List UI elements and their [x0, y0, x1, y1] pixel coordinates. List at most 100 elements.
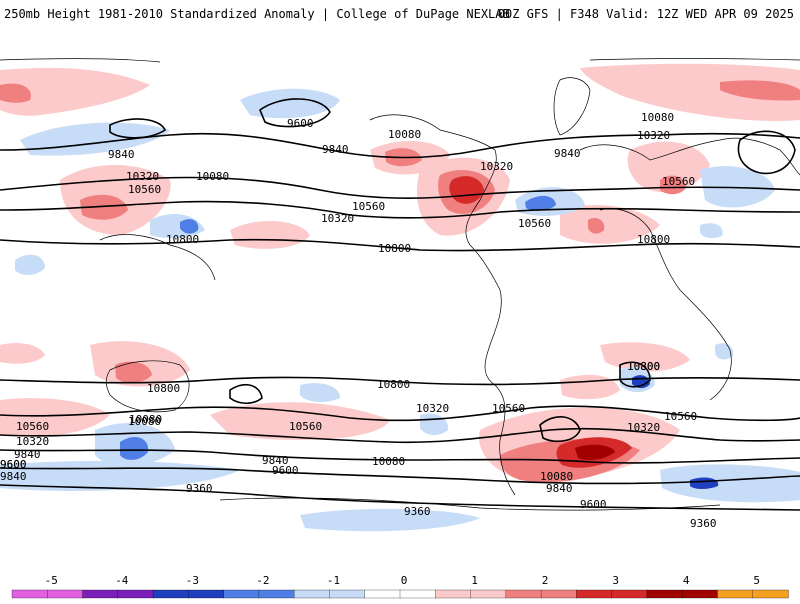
colorbar-swatch — [258, 589, 295, 599]
model-run-info: 00Z GFS | F348 Valid: 12Z WED APR 09 202… — [497, 7, 794, 21]
coastline — [0, 58, 161, 63]
anomaly-region — [20, 122, 170, 156]
contour-label: 10560 — [289, 420, 322, 433]
colorbar-swatch — [294, 589, 331, 599]
contour-label: 10800 — [166, 233, 199, 246]
height-contour — [0, 376, 800, 386]
anomaly-region — [690, 477, 719, 489]
contour-label: 10320 — [321, 212, 354, 225]
contour-label: 9840 — [546, 482, 573, 495]
coastline — [369, 114, 516, 496]
colorbar-swatch — [470, 589, 507, 599]
contour-label: 10800 — [627, 360, 660, 373]
contour-label: 9600 — [272, 464, 299, 477]
contour-label: 10080 — [128, 415, 161, 428]
colorbar-tick-labels: -5 -4 -3 -2 -1 0 1 2 3 4 5 — [45, 574, 760, 587]
contour-label: 10560 — [662, 175, 695, 188]
anomaly-region — [15, 254, 45, 275]
height-contour — [0, 176, 800, 200]
height-contour — [619, 361, 651, 388]
colorbar-swatch — [11, 589, 48, 599]
contour-label: 10080 — [540, 470, 573, 483]
colorbar-tick-label: -4 — [115, 574, 129, 587]
colorbar-tick-label: 0 — [401, 574, 408, 587]
map-header: 250mb Height 1981-2010 Standardized Anom… — [0, 0, 800, 30]
contour-label: 10560 — [352, 200, 385, 213]
contour-label: 9840 — [322, 143, 349, 156]
colorbar-swatch — [399, 589, 436, 599]
height-contour — [0, 200, 800, 219]
height-contour — [259, 98, 331, 128]
anomaly-colorbar: -5 -4 -3 -2 -1 0 1 2 3 4 5 — [0, 560, 800, 600]
contour-label: 9360 — [690, 517, 717, 530]
colorbar-tick-label: 5 — [753, 574, 760, 587]
anomaly-region — [700, 223, 723, 239]
coastline — [553, 77, 591, 136]
anomaly-region — [115, 361, 152, 383]
coastline — [599, 208, 732, 401]
colorbar-swatch — [82, 589, 119, 599]
colorbar-swatch — [329, 589, 366, 599]
anomaly-region — [300, 508, 480, 532]
contour-label: 9600 — [580, 498, 607, 511]
contour-label: 9840 — [14, 448, 41, 461]
colorbar-tick-label: -5 — [45, 574, 58, 587]
anomaly-region — [0, 83, 31, 103]
contour-label: 10080 — [388, 128, 421, 141]
colorbar-swatch — [435, 589, 472, 599]
contour-label: 10800 — [147, 382, 180, 395]
contour-label: 10080 — [641, 111, 674, 124]
contour-label: 10320 — [627, 421, 660, 434]
anomaly-region — [627, 141, 710, 193]
contour-label: 10560 — [664, 410, 697, 423]
contour-label: 9840 — [108, 148, 135, 161]
height-contour — [0, 467, 800, 485]
height-contour — [539, 416, 581, 443]
anomaly-region — [449, 176, 484, 204]
colorbar-swatch — [646, 589, 683, 599]
colorbar-tick-label: -2 — [256, 574, 269, 587]
coastline — [589, 58, 800, 61]
height-contour — [0, 449, 800, 464]
weather-map: 9600 9840 9840 10080 10320 10560 10800 1… — [0, 40, 800, 558]
height-contour — [109, 118, 166, 139]
contour-label: 10080 — [129, 413, 162, 426]
contour-label: 10800 — [627, 360, 660, 373]
anomaly-region — [210, 402, 390, 440]
height-contour — [737, 130, 796, 175]
coastline — [105, 360, 190, 413]
coastline — [579, 137, 800, 176]
colorbar-swatches — [11, 589, 789, 599]
colorbar-tick-label: 2 — [542, 574, 549, 587]
anomaly-region — [300, 383, 340, 402]
coastline — [99, 234, 216, 281]
contour-label: 10560 — [16, 420, 49, 433]
contour-label: 10080 — [196, 170, 229, 183]
contour-label: 10320 — [416, 402, 449, 415]
contour-label: 10560 — [128, 183, 161, 196]
colorbar-tick-label: 3 — [612, 574, 619, 587]
colorbar-swatch — [117, 589, 154, 599]
colorbar-swatch — [505, 589, 542, 599]
anomaly-region — [120, 437, 149, 460]
anomaly-region — [660, 175, 686, 195]
height-contour — [229, 383, 263, 405]
contour-label: 9600 — [287, 117, 314, 130]
anomaly-region — [0, 398, 110, 437]
contour-label: 10800 — [377, 378, 410, 391]
anomaly-region — [700, 166, 775, 208]
colorbar-swatch — [223, 589, 260, 599]
anomaly-region — [230, 220, 310, 249]
contour-label-layer: 9600 9840 9840 10080 10320 10560 10800 1… — [0, 111, 717, 530]
contour-label: 9600 — [0, 458, 27, 471]
anomaly-region — [0, 67, 150, 116]
contour-label: 9600 — [0, 458, 27, 471]
colorbar-swatch — [152, 589, 190, 599]
contour-label: 9360 — [186, 482, 213, 495]
colorbar-swatch — [47, 589, 84, 599]
anomaly-region — [80, 194, 128, 220]
colorbar-swatch — [752, 589, 789, 599]
contour-label: 10800 — [637, 233, 670, 246]
contour-label: 9840 — [0, 470, 27, 483]
anomaly-region — [575, 444, 615, 460]
